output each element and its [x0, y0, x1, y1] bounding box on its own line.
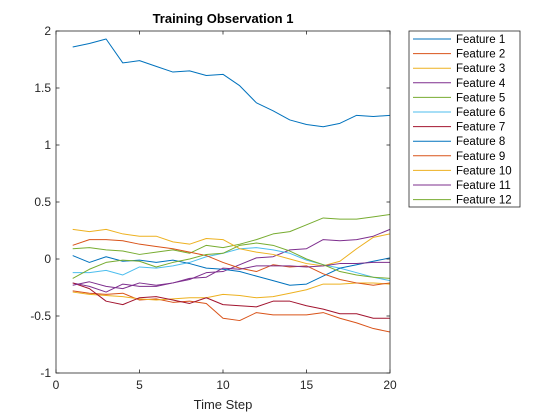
- y-tick-label: 0: [44, 252, 51, 266]
- chart-title: Training Observation 1: [153, 11, 294, 26]
- series-line-8: [72, 255, 391, 286]
- plot-area: [56, 31, 390, 373]
- series-line-6: [72, 247, 391, 282]
- y-tick-label: 0.5: [34, 195, 51, 209]
- legend-label: Feature 11: [456, 180, 511, 192]
- series-line-5: [72, 214, 391, 255]
- series-line-11: [72, 261, 390, 290]
- x-tick-label: 10: [216, 378, 230, 392]
- x-tick-label: 5: [136, 378, 143, 392]
- x-tick-label: 20: [383, 378, 397, 392]
- series-line-1: [72, 38, 391, 128]
- y-tick-label: 2: [44, 24, 51, 38]
- legend-label: Feature 1: [456, 34, 505, 46]
- legend-label: Feature 3: [456, 63, 505, 75]
- y-tick-label: 1: [44, 138, 51, 152]
- series-line-7: [72, 282, 390, 319]
- y-tick-label: 1.5: [34, 81, 51, 95]
- legend-label: Feature 2: [456, 49, 505, 61]
- series-line-9: [72, 239, 391, 286]
- y-tick-label: -1: [40, 366, 51, 380]
- legend-label: Feature 7: [456, 122, 505, 134]
- series-line-2: [72, 290, 391, 333]
- series-line-4: [72, 228, 391, 293]
- x-tick-label: 15: [300, 378, 314, 392]
- series-line-10: [72, 228, 391, 267]
- axis-ticks: 0 5 10 15 20 -1 -0.5 0 0.5 1 1.5 2: [30, 24, 397, 392]
- legend: Feature 1 Feature 2 Feature 3 Feature 4 Feat…: [408, 30, 521, 208]
- series-line-12: [72, 242, 391, 279]
- legend-label: Feature 10: [456, 165, 512, 177]
- series-line-3: [72, 282, 391, 301]
- legend-label: Feature 5: [456, 92, 505, 104]
- legend-box: [408, 30, 521, 208]
- legend-label: Feature 9: [456, 151, 505, 163]
- legend-label: Feature 8: [456, 136, 505, 148]
- x-axis-label: Time Step: [194, 397, 253, 412]
- legend-label: Feature 12: [456, 195, 512, 207]
- y-tick-label: -0.5: [30, 309, 51, 323]
- legend-label: Feature 4: [456, 78, 506, 90]
- legend-label: Feature 6: [456, 107, 505, 119]
- x-tick-label: 0: [53, 378, 60, 392]
- series-lines: [72, 38, 391, 333]
